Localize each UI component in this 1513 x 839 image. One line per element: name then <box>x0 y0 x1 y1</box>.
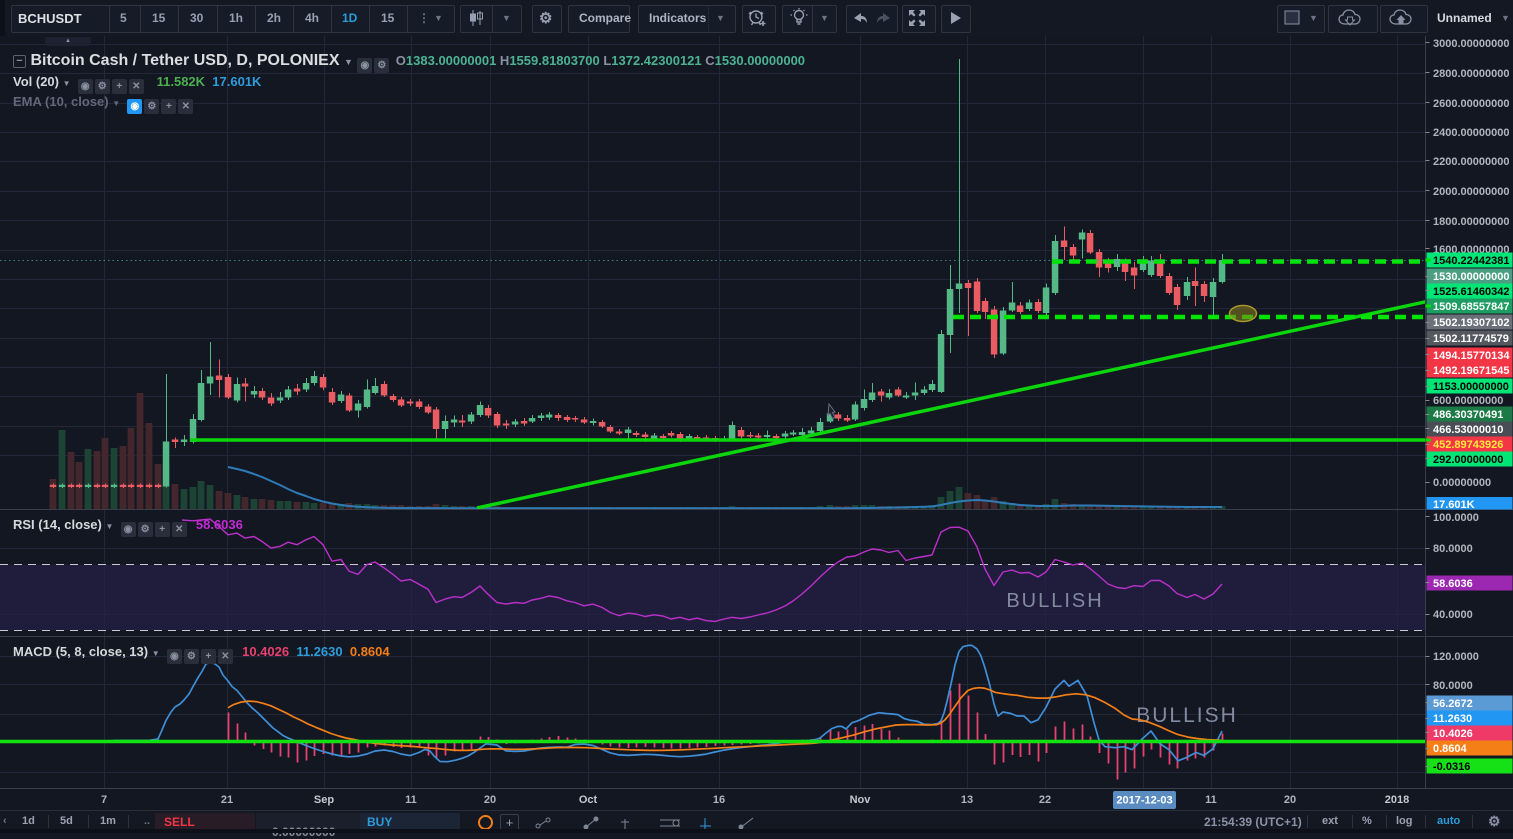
svg-text:Nov: Nov <box>850 794 872 806</box>
svg-text:1502.19307102: 1502.19307102 <box>1433 317 1509 329</box>
svg-text:1800.00000000: 1800.00000000 <box>1433 216 1509 228</box>
svg-text:2000.00000000: 2000.00000000 <box>1433 186 1509 198</box>
svg-text:Sep: Sep <box>314 794 334 806</box>
svg-text:58.6036: 58.6036 <box>1433 578 1473 590</box>
svg-text:452.89743926: 452.89743926 <box>1433 439 1503 451</box>
svg-text:1540.22442381: 1540.22442381 <box>1433 255 1509 267</box>
svg-text:2800.00000000: 2800.00000000 <box>1433 68 1509 80</box>
svg-text:13: 13 <box>961 794 973 806</box>
svg-text:3000.00000000: 3000.00000000 <box>1433 38 1509 50</box>
svg-text:1509.68557847: 1509.68557847 <box>1433 301 1509 313</box>
svg-text:20: 20 <box>1284 794 1296 806</box>
svg-text:292.00000000: 292.00000000 <box>1433 454 1503 466</box>
svg-text:BULLISH: BULLISH <box>1006 590 1103 612</box>
svg-text:BULLISH: BULLISH <box>1136 704 1238 727</box>
svg-text:1502.11774579: 1502.11774579 <box>1433 333 1509 345</box>
svg-text:21: 21 <box>221 794 233 806</box>
svg-text:80.0000: 80.0000 <box>1433 680 1473 692</box>
svg-text:1492.19671545: 1492.19671545 <box>1433 365 1509 377</box>
svg-text:-0.0316: -0.0316 <box>1433 761 1470 773</box>
svg-text:22: 22 <box>1039 794 1051 806</box>
svg-text:16: 16 <box>713 794 725 806</box>
svg-text:600.00000000: 600.00000000 <box>1433 395 1503 407</box>
svg-text:7: 7 <box>101 794 107 806</box>
svg-text:2017-12-03: 2017-12-03 <box>1116 795 1172 807</box>
svg-text:Oct: Oct <box>579 794 598 806</box>
svg-text:80.0000: 80.0000 <box>1433 543 1473 555</box>
svg-text:486.30370491: 486.30370491 <box>1433 409 1503 421</box>
svg-text:466.53000010: 466.53000010 <box>1433 424 1503 436</box>
svg-text:11: 11 <box>405 794 417 806</box>
svg-text:17.601K: 17.601K <box>1433 499 1475 511</box>
svg-text:1494.15770134: 1494.15770134 <box>1433 350 1510 362</box>
svg-text:10.4026: 10.4026 <box>1433 728 1473 740</box>
svg-text:1525.61460342: 1525.61460342 <box>1433 286 1509 298</box>
svg-text:11: 11 <box>1205 794 1217 806</box>
svg-text:40.0000: 40.0000 <box>1433 609 1473 621</box>
svg-text:20: 20 <box>484 794 496 806</box>
svg-text:2018: 2018 <box>1385 794 1409 806</box>
svg-text:11.2630: 11.2630 <box>1433 713 1472 725</box>
svg-text:2400.00000000: 2400.00000000 <box>1433 127 1509 139</box>
svg-text:56.2672: 56.2672 <box>1433 698 1473 710</box>
svg-text:2200.00000000: 2200.00000000 <box>1433 156 1509 168</box>
svg-text:2600.00000000: 2600.00000000 <box>1433 98 1509 110</box>
svg-text:100.0000: 100.0000 <box>1433 512 1479 524</box>
svg-text:1153.00000000: 1153.00000000 <box>1433 381 1509 393</box>
svg-text:120.0000: 120.0000 <box>1433 651 1479 663</box>
svg-text:0.8604: 0.8604 <box>1433 743 1468 755</box>
svg-text:1530.00000000: 1530.00000000 <box>1433 271 1509 283</box>
svg-text:0.00000000: 0.00000000 <box>1433 477 1491 489</box>
